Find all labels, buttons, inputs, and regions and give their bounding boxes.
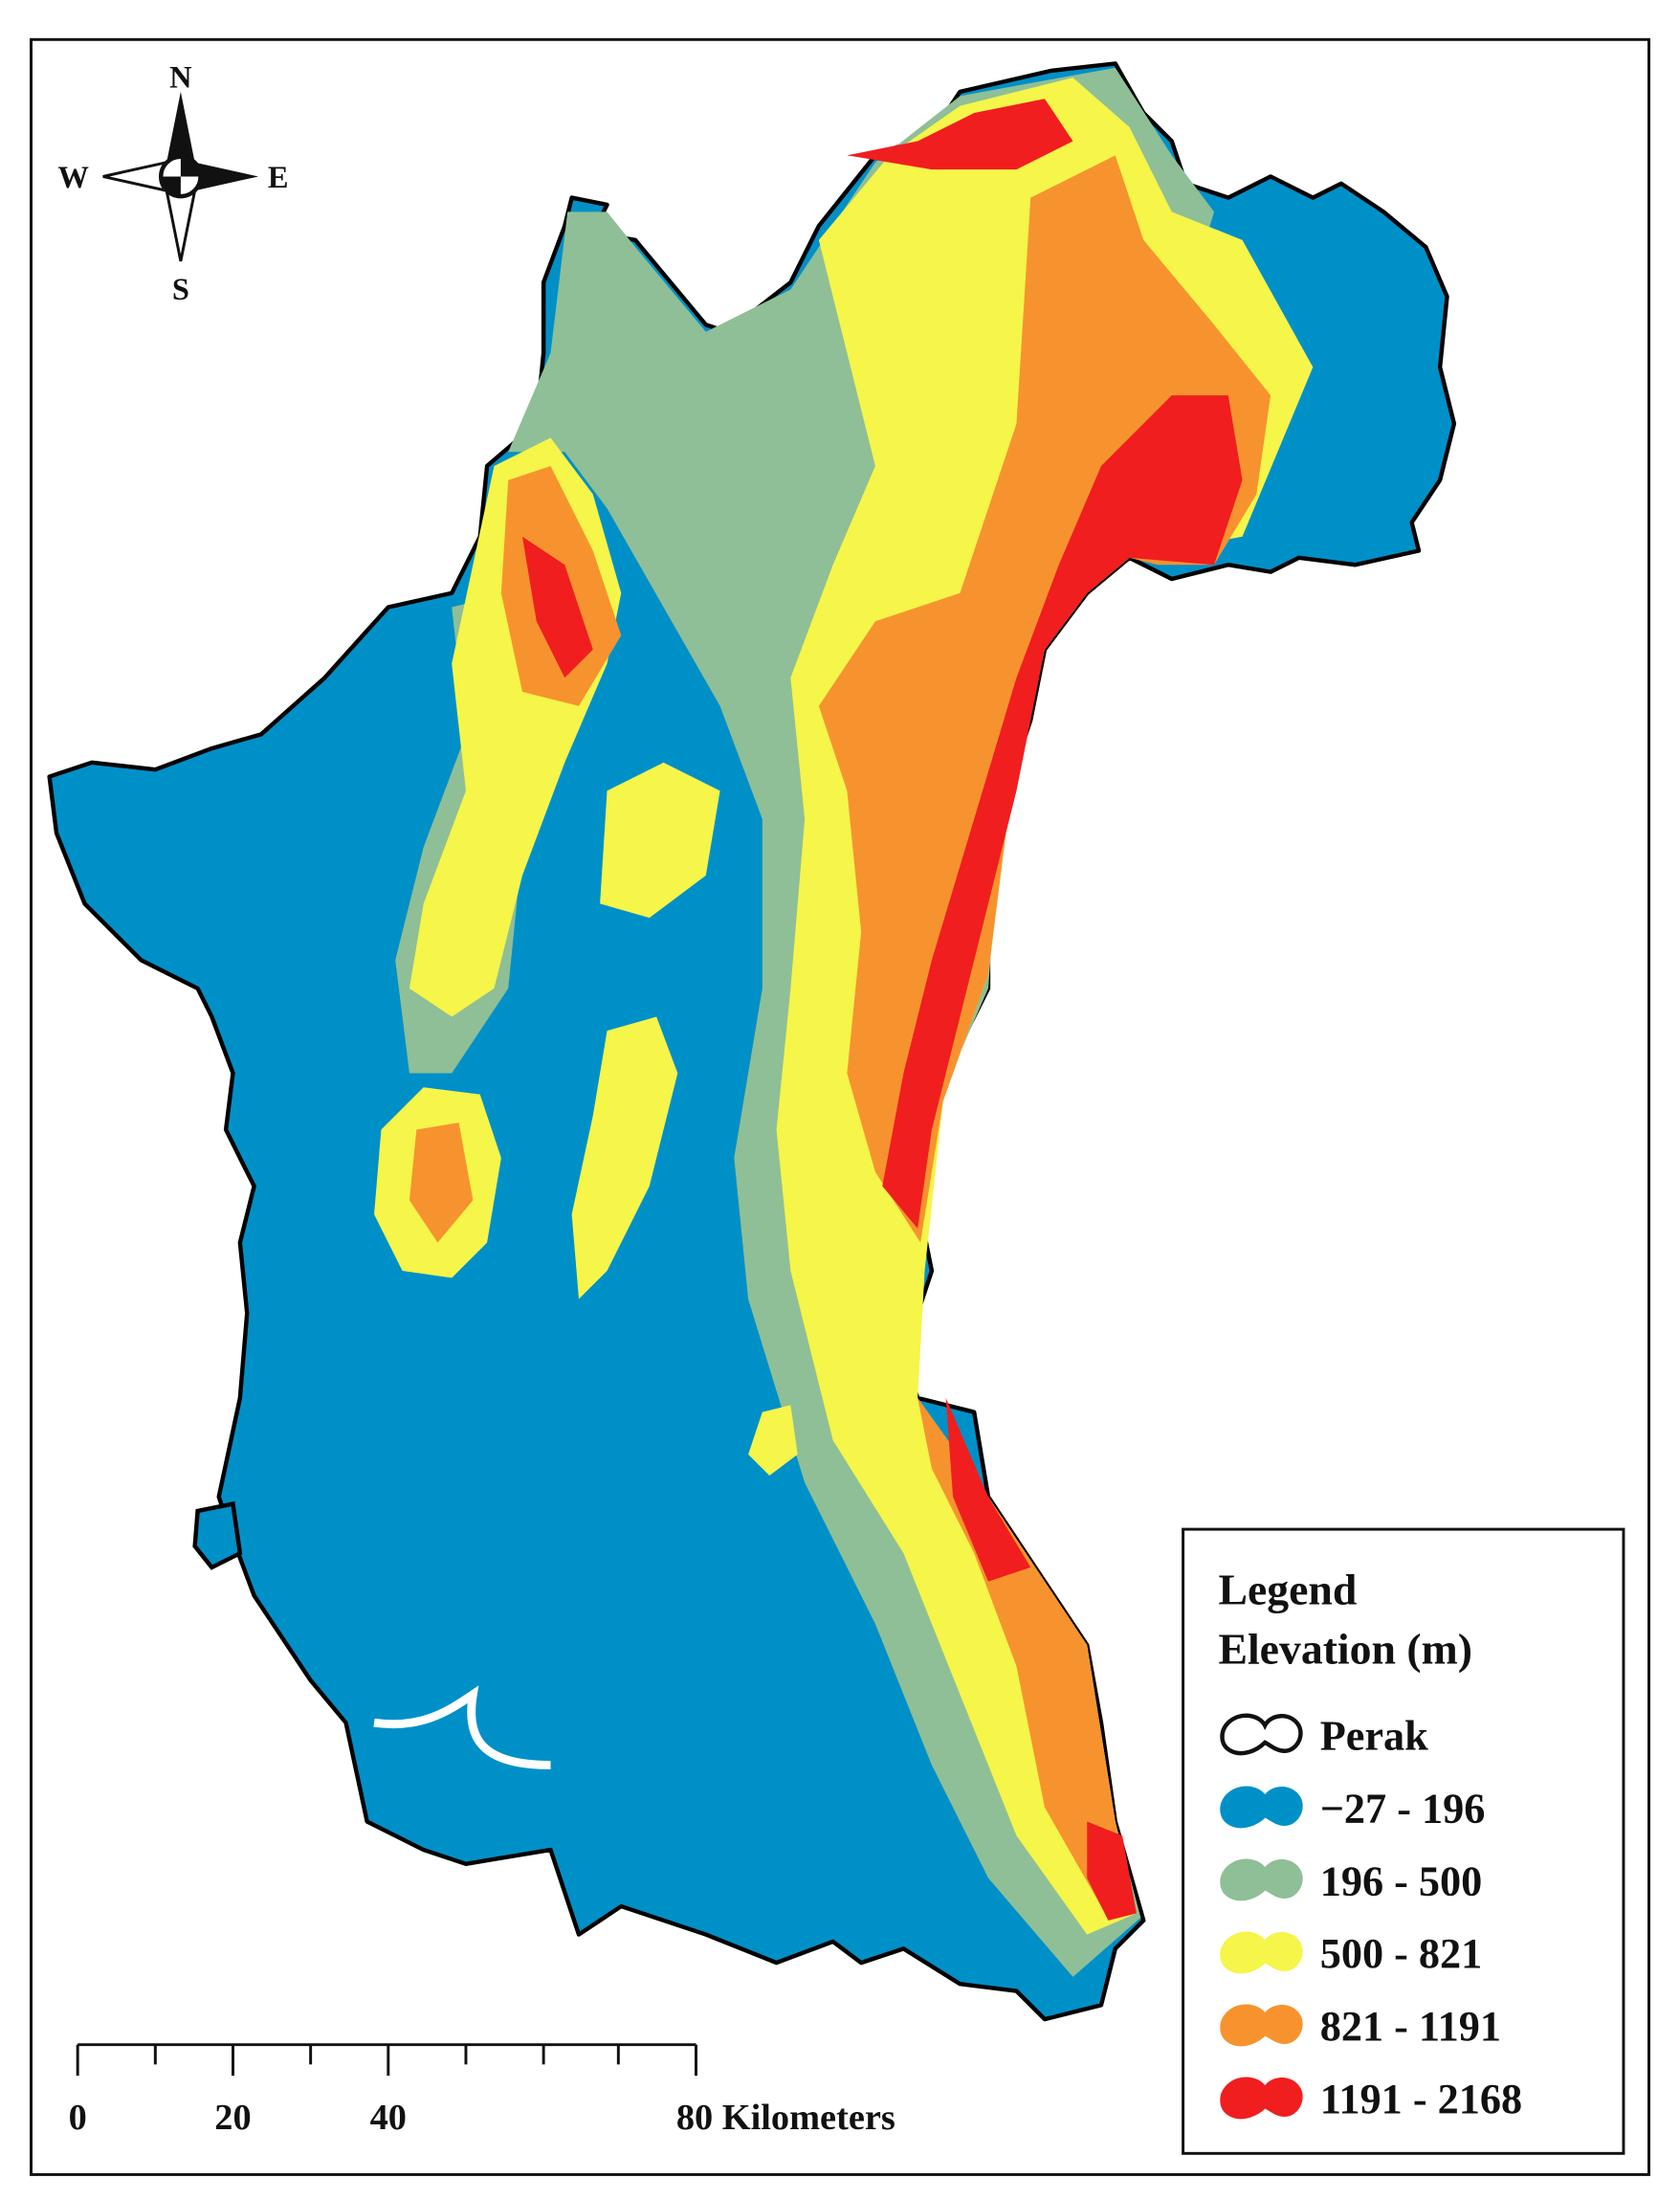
upland xyxy=(409,1122,474,1243)
scale-label: 80 Kilometers xyxy=(676,2098,895,2138)
perak-map xyxy=(47,61,1457,2022)
highland xyxy=(571,1016,678,1300)
scale-label: 0 xyxy=(69,2098,87,2138)
summit xyxy=(1087,1821,1137,1921)
legend-swatch xyxy=(1220,2077,1303,2120)
coast-islands xyxy=(192,1500,243,1570)
legend-label: 1191 - 2168 xyxy=(1320,2076,1522,2122)
compass-south: S xyxy=(172,273,189,307)
legend-label: 821 - 1191 xyxy=(1320,2003,1501,2050)
summit xyxy=(945,1397,1031,1582)
legend-label: 500 - 821 xyxy=(1320,1930,1483,1977)
legend-title: Legend xyxy=(1218,1565,1357,1613)
summit xyxy=(847,99,1073,170)
summit xyxy=(882,395,1243,1229)
compass-west: W xyxy=(58,161,89,195)
highland xyxy=(600,762,720,919)
legend-swatch xyxy=(1220,1858,1303,1901)
legend-label: Perak xyxy=(1320,1712,1428,1759)
legend-label: −27 - 196 xyxy=(1320,1785,1486,1832)
compass-rose xyxy=(102,91,259,262)
scale-label: 40 xyxy=(370,2098,407,2138)
compass-east: E xyxy=(268,161,289,195)
legend-swatch xyxy=(1220,1713,1303,1756)
legend-swatch xyxy=(1220,2004,1303,2047)
legend-swatch xyxy=(1220,1786,1303,1829)
scale-bar: 0 20 40 80 Kilometers xyxy=(69,2043,895,2138)
compass-north: N xyxy=(169,60,192,95)
summit xyxy=(521,536,593,678)
river xyxy=(373,1685,551,1769)
legend-label: 196 - 500 xyxy=(1320,1857,1483,1904)
legend: Legend Elevation (m) Perak −27 - 196 196 -… xyxy=(1182,1527,1625,2155)
scale-label: 20 xyxy=(214,2098,251,2138)
legend-swatch xyxy=(1220,1931,1303,1974)
highland xyxy=(748,1405,798,1477)
legend-subtitle: Elevation (m) xyxy=(1218,1624,1471,1673)
